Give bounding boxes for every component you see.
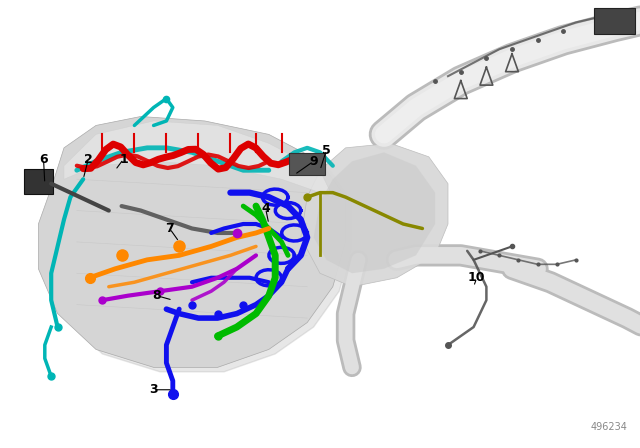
FancyBboxPatch shape <box>594 8 635 34</box>
Text: 9: 9 <box>309 155 318 168</box>
Text: 10: 10 <box>468 271 486 284</box>
FancyBboxPatch shape <box>289 153 325 175</box>
FancyBboxPatch shape <box>24 169 53 194</box>
Text: 496234: 496234 <box>590 422 627 432</box>
Text: 3: 3 <box>149 383 158 396</box>
Polygon shape <box>314 152 435 273</box>
Text: 4: 4 <box>261 202 270 215</box>
Text: 7: 7 <box>165 222 174 235</box>
Polygon shape <box>45 121 352 372</box>
Polygon shape <box>301 143 448 287</box>
Text: 1: 1 <box>119 152 128 166</box>
Text: 8: 8 <box>152 289 161 302</box>
Text: 2: 2 <box>84 152 93 166</box>
Polygon shape <box>64 121 333 197</box>
Polygon shape <box>38 116 346 367</box>
Text: 5: 5 <box>322 143 331 157</box>
Text: 6: 6 <box>39 152 48 166</box>
